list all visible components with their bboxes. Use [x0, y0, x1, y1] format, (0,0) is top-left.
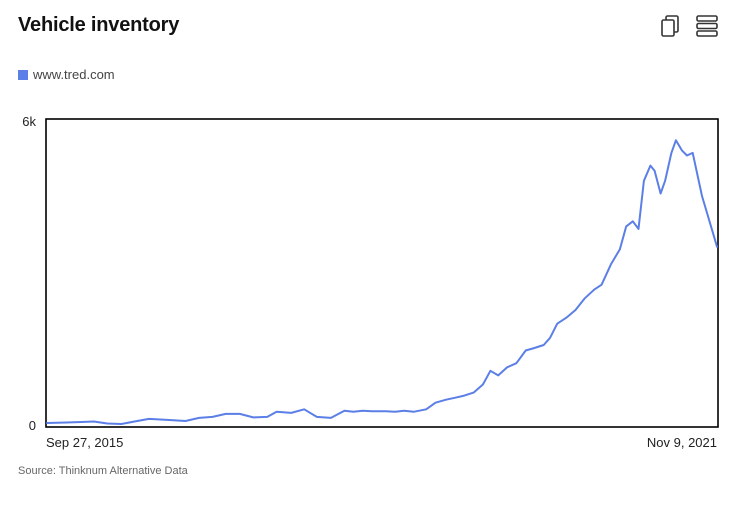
menu-icon[interactable]	[695, 14, 719, 38]
x-tick-label: Nov 9, 2021	[647, 435, 717, 450]
legend-label: www.tred.com	[33, 67, 115, 82]
page-title: Vehicle inventory	[18, 14, 180, 36]
chart-legend: www.tred.com	[18, 67, 115, 82]
copy-icon[interactable]	[659, 14, 683, 38]
y-tick-label: 0	[29, 418, 36, 433]
x-tick-label: Sep 27, 2015	[46, 435, 123, 450]
legend-swatch	[18, 69, 28, 80]
source-note: Source: Thinknum Alternative Data	[18, 465, 188, 477]
line-chart: 6k 0 Sep 27, 2015 Nov 9, 2021	[22, 114, 719, 450]
chart-toolbar	[659, 14, 719, 38]
y-tick-label: 6k	[22, 114, 36, 129]
plot-frame	[45, 118, 719, 428]
series-line	[46, 139, 718, 425]
